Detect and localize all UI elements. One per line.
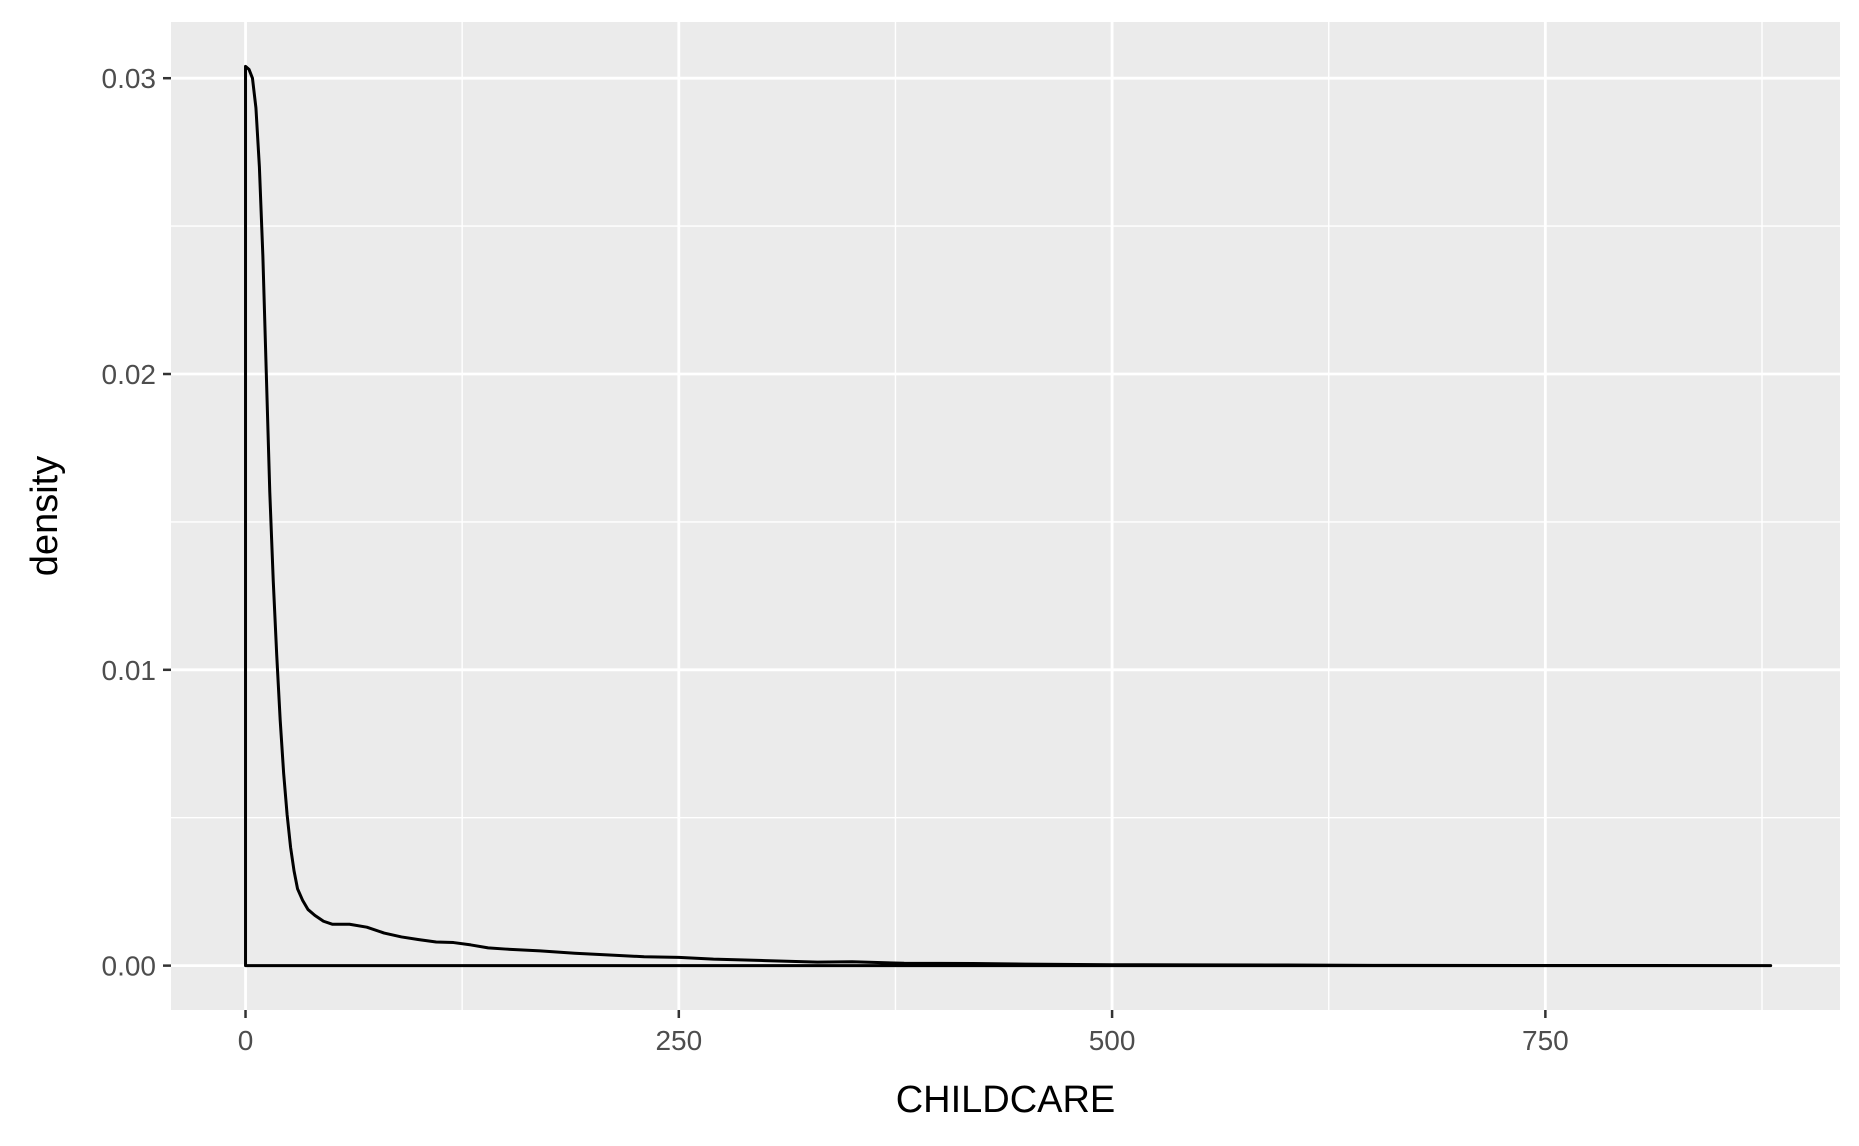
plot-panel (171, 22, 1840, 1010)
x-tick-label: 500 (1089, 1025, 1136, 1056)
x-tick-label: 250 (655, 1025, 702, 1056)
density-curve (244, 64, 1773, 968)
x-axis: 0 250 500 750 (238, 1010, 1569, 1056)
minor-gridlines (171, 22, 1840, 1010)
y-axis: 0.00 0.01 0.02 0.03 (102, 63, 171, 982)
x-tick-label: 0 (238, 1025, 254, 1056)
density-series (244, 64, 1773, 968)
y-tick-label: 0.03 (102, 63, 157, 94)
y-tick-label: 0.00 (102, 951, 157, 982)
x-tick-label: 750 (1522, 1025, 1569, 1056)
x-axis-title: CHILDCARE (896, 1079, 1116, 1121)
y-tick-label: 0.02 (102, 359, 157, 390)
y-axis-title: density (24, 456, 66, 576)
y-tick-label: 0.01 (102, 655, 157, 686)
